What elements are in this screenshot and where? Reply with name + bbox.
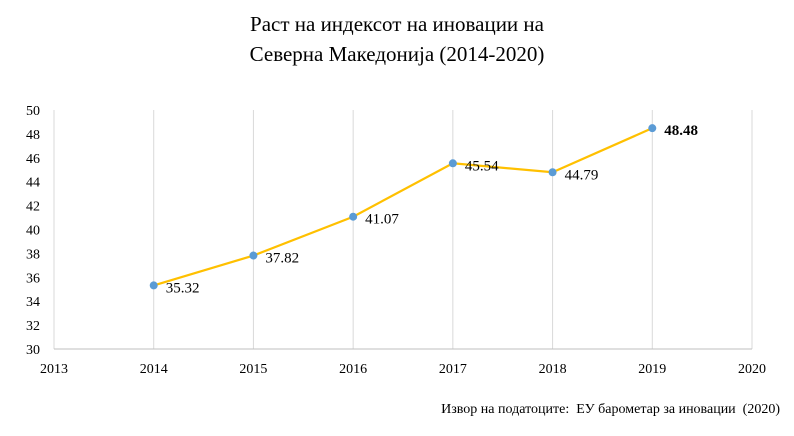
chart-title-line-1: Раст на индексот на иновации на <box>250 12 544 36</box>
data-point-2019 <box>648 124 657 133</box>
data-label-2015: 37.82 <box>265 251 299 267</box>
y-tick-label-38: 38 <box>26 247 40 262</box>
y-tick-label-42: 42 <box>26 200 40 215</box>
y-tick-label-46: 46 <box>26 152 40 167</box>
y-tick-label-36: 36 <box>26 271 40 286</box>
y-tick-label-48: 48 <box>26 128 40 143</box>
x-tick-label-2020: 2020 <box>738 362 766 377</box>
x-tick-label-2016: 2016 <box>339 362 367 377</box>
y-tick-label-44: 44 <box>26 176 40 191</box>
y-tick-label-34: 34 <box>26 295 40 310</box>
x-tick-label-2017: 2017 <box>439 362 467 377</box>
x-tick-label-2014: 2014 <box>140 362 168 377</box>
y-tick-label-30: 30 <box>26 343 40 358</box>
data-label-2018: 44.79 <box>565 167 599 183</box>
data-point-2018 <box>548 168 557 177</box>
data-point-2015 <box>249 251 258 260</box>
x-tick-label-2013: 2013 <box>40 362 68 377</box>
series-line-0 <box>153 127 653 287</box>
chart-title-line-2: Северна Македонија (2014-2020) <box>249 42 545 66</box>
data-label-2016: 41.07 <box>365 212 399 228</box>
data-point-2017 <box>448 159 457 168</box>
y-tick-label-40: 40 <box>26 224 40 239</box>
source-note: Извор на податоците: ЕУ барометар за ино… <box>441 402 780 417</box>
data-label-2019: 48.48 <box>664 123 698 139</box>
x-tick-label-2019: 2019 <box>638 362 666 377</box>
x-tick-label-2018: 2018 <box>539 362 567 377</box>
y-tick-label-50: 50 <box>26 104 40 119</box>
y-tick-label-32: 32 <box>26 319 40 334</box>
x-tick-label-2015: 2015 <box>239 362 267 377</box>
data-point-2014 <box>149 281 158 290</box>
data-point-2016 <box>349 212 358 221</box>
data-label-2017: 45.54 <box>465 158 499 174</box>
data-label-2014: 35.32 <box>166 280 200 296</box>
